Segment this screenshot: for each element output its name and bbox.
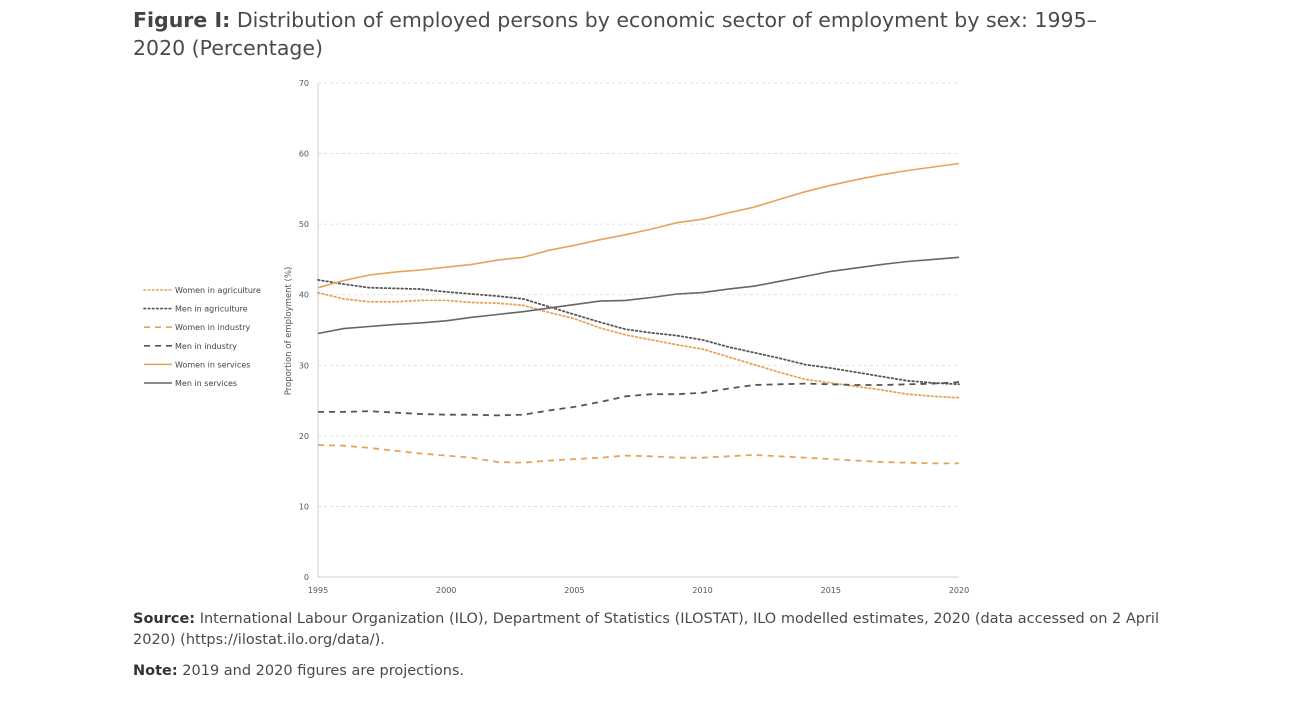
series-line-men-in-industry <box>318 381 960 417</box>
note-text: 2019 and 2020 figures are projections. <box>182 663 465 679</box>
source-text: International Labour Organization (ILO),… <box>133 611 1159 648</box>
y-tick-label: 0 <box>304 573 309 582</box>
series-line-women-in-industry <box>317 444 959 465</box>
figure-title-text: Distribution of employed persons by econ… <box>133 8 1097 60</box>
x-tick-label: 2020 <box>949 586 969 595</box>
series-line-men-in-services <box>317 256 960 335</box>
chart-series <box>317 162 960 465</box>
legend-label: Women in industry <box>175 323 251 332</box>
series-line-men-in-agriculture <box>317 278 960 386</box>
projection-note: Note: 2019 and 2020 figures are projecti… <box>133 661 1173 682</box>
y-axis-label: Proportion of employment (%) <box>284 267 294 396</box>
x-tick-label: 2000 <box>436 586 456 595</box>
chart-legend: Women in agriculture Men in agriculture Wo… <box>143 286 261 388</box>
source-note: Source: International Labour Organizatio… <box>133 609 1173 651</box>
legend-label: Women in agriculture <box>175 286 261 295</box>
series-line-women-in-services <box>317 162 960 289</box>
legend-label: Men in services <box>175 379 237 388</box>
chart-grid <box>318 82 959 507</box>
figure-title: Figure I: Distribution of employed perso… <box>133 6 1133 62</box>
source-label: Source: <box>133 611 196 627</box>
series-line-women-in-agriculture <box>317 291 960 399</box>
y-tick-label: 60 <box>299 150 309 159</box>
y-tick-label: 30 <box>299 361 309 370</box>
figure-label: Figure I: <box>133 8 231 32</box>
x-tick-label: 2005 <box>564 586 584 595</box>
y-tick-label: 40 <box>299 291 309 300</box>
legend-label: Men in agriculture <box>175 305 248 314</box>
y-tick-label: 50 <box>299 220 309 229</box>
note-label: Note: <box>133 663 178 679</box>
x-tick-label: 2010 <box>692 586 712 595</box>
y-tick-label: 10 <box>299 502 309 511</box>
legend-label: Men in industry <box>175 342 237 351</box>
y-tick-label: 70 <box>299 79 309 88</box>
legend-label: Women in services <box>175 360 250 369</box>
y-tick-label: 20 <box>299 432 309 441</box>
chart-axes: 0 10 20 30 40 50 60 70 1995 2000 2005 2010 2015 2020 <box>299 79 969 595</box>
x-tick-label: 1995 <box>308 586 328 595</box>
x-tick-label: 2015 <box>821 586 841 595</box>
